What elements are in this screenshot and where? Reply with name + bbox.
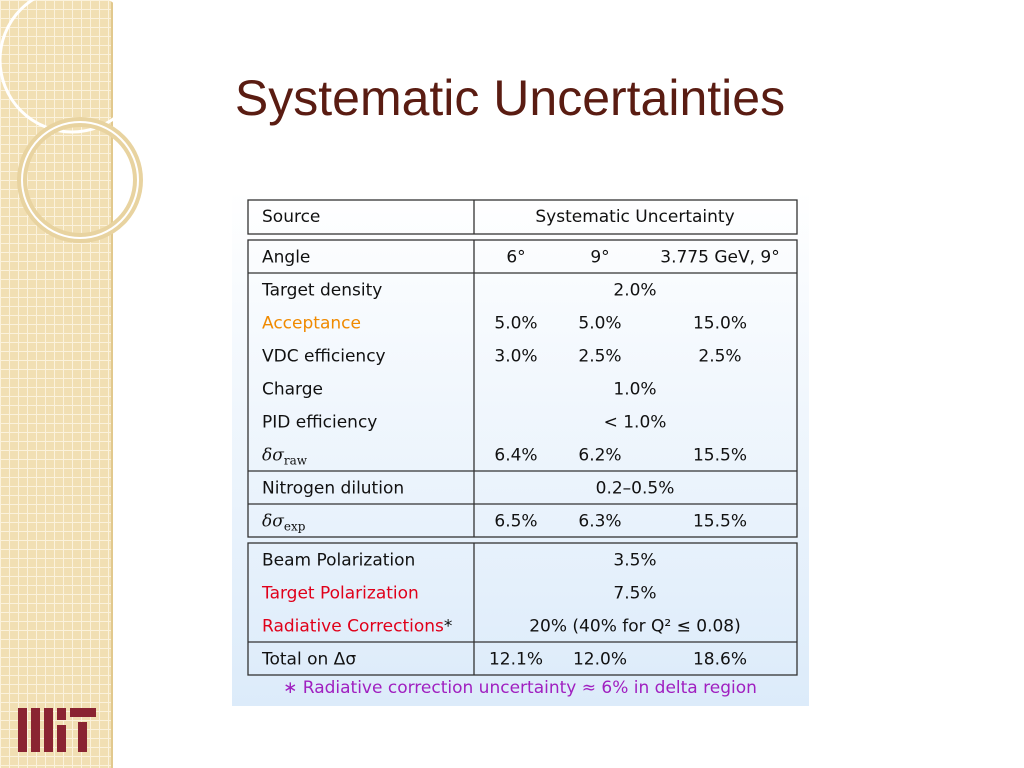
row-label: Total on Δσ xyxy=(261,650,356,670)
label-text: Beam Polarization xyxy=(262,551,415,571)
row-label: VDC efficiency xyxy=(262,347,386,367)
value-cell: 7.5% xyxy=(613,584,656,604)
value-cell: 6° xyxy=(506,248,525,268)
value-cell: 18.6% xyxy=(693,650,747,670)
label-text: Radiative Corrections xyxy=(262,617,444,637)
slide-title: Systematic Uncertainties xyxy=(235,70,785,126)
deco-circle xyxy=(21,121,139,239)
row-label: Target Polarization xyxy=(261,584,419,604)
value-cell: 6.5% xyxy=(494,512,537,532)
value-cell: 3.0% xyxy=(494,347,537,367)
label-text: δσ xyxy=(262,445,284,465)
label-text: Angle xyxy=(262,248,310,268)
label-text: Charge xyxy=(262,380,323,400)
value-cell: 0.2–0.5% xyxy=(596,479,675,499)
row-label: Nitrogen dilution xyxy=(262,479,404,499)
value-cell: 2.0% xyxy=(613,281,656,301)
side-stripe xyxy=(0,0,112,768)
value-cell: 2.5% xyxy=(698,347,741,367)
label-mark: * xyxy=(444,617,453,637)
value-cell: 5.0% xyxy=(494,314,537,334)
value-cell: 15.0% xyxy=(693,314,747,334)
label-text: Total on Δσ xyxy=(261,650,356,670)
value-cell: 12.0% xyxy=(573,650,627,670)
value-cell: 6.4% xyxy=(494,446,537,466)
value-cell: 2.5% xyxy=(578,347,621,367)
value-cell: 3.5% xyxy=(613,551,656,571)
label-text: Target Polarization xyxy=(261,584,419,604)
value-cell: 5.0% xyxy=(578,314,621,334)
row-label: Charge xyxy=(262,380,323,400)
table-panel xyxy=(232,190,809,706)
label-text: PID efficiency xyxy=(262,413,377,433)
value-cell: < 1.0% xyxy=(604,413,667,433)
label-text: VDC efficiency xyxy=(262,347,386,367)
value-cell: 15.5% xyxy=(693,446,747,466)
header-cell: Source xyxy=(262,207,320,227)
value-cell: 3.775 GeV, 9° xyxy=(660,248,779,268)
section-box xyxy=(247,542,798,676)
row-label: Beam Polarization xyxy=(262,551,415,571)
label-subscript: raw xyxy=(284,453,308,467)
row-label: δσraw xyxy=(262,445,308,467)
value-cell: 9° xyxy=(590,248,609,268)
label-text: Nitrogen dilution xyxy=(262,479,404,499)
row-label: PID efficiency xyxy=(262,413,377,433)
mit-logo xyxy=(18,708,96,752)
header-cell: Systematic Uncertainty xyxy=(535,207,734,227)
row-label: Angle xyxy=(262,248,310,268)
row-label: Radiative Corrections* xyxy=(262,617,452,637)
value-cell: 15.5% xyxy=(693,512,747,532)
footnote: ∗ Radiative correction uncertainty ≈ 6% … xyxy=(283,678,757,698)
value-cell: 6.2% xyxy=(578,446,621,466)
row-label: Acceptance xyxy=(262,314,361,334)
value-cell: 20% (40% for Q² ≤ 0.08) xyxy=(529,617,741,637)
section-box xyxy=(247,239,798,538)
label-text: Target density xyxy=(261,281,382,301)
deco-circle xyxy=(0,0,146,134)
label-subscript: exp xyxy=(284,519,306,533)
table: Source Systematic Uncertainty Angle 6° 9° 3.7… xyxy=(247,199,798,676)
value-cell: 12.1% xyxy=(489,650,543,670)
label-text: δσ xyxy=(262,511,284,531)
row-label: δσexp xyxy=(262,511,306,533)
label-text: Acceptance xyxy=(262,314,361,334)
value-cell: 1.0% xyxy=(613,380,656,400)
row-label: Target density xyxy=(261,281,382,301)
header-box xyxy=(247,199,798,235)
value-cell: 6.3% xyxy=(578,512,621,532)
